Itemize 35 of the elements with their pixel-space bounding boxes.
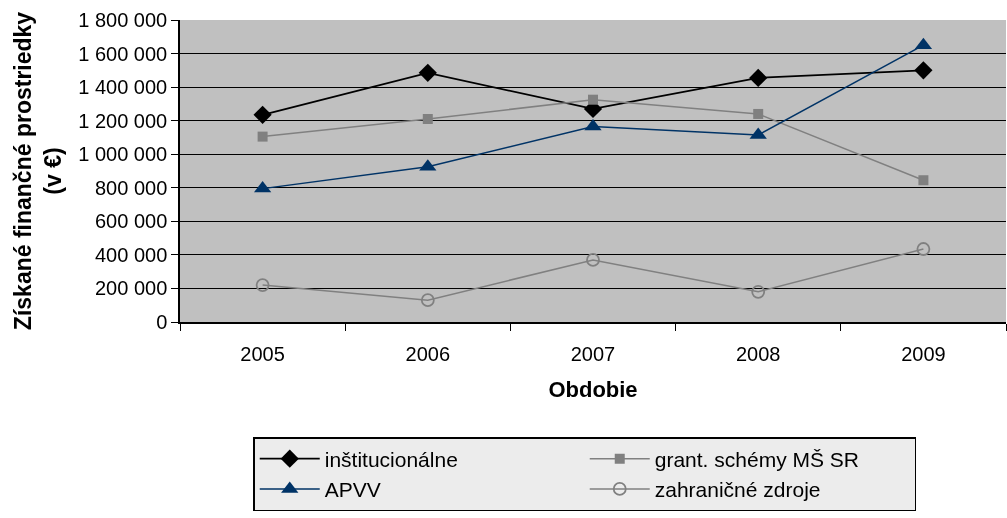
x-tick-label: 2007 (570, 342, 616, 365)
y-tick-label: 400 000 (94, 243, 168, 266)
y-axis-title: Získané finančné prostriedky (v €) (10, 11, 67, 331)
y-tick-label: 1 600 000 (78, 42, 168, 65)
point (753, 108, 764, 119)
x-tick-label: 2009 (901, 342, 946, 365)
y-tick-label: 1 000 000 (78, 143, 168, 166)
point (253, 105, 272, 124)
legend-label: inštitucionálne (324, 447, 458, 471)
x-tick-label: 2008 (735, 342, 781, 365)
point (586, 253, 600, 267)
point (588, 94, 598, 105)
x-axis-title: Obdobie (548, 377, 638, 403)
legend-label: zahraničné zdroje (654, 478, 821, 502)
point (420, 293, 435, 308)
point (422, 113, 433, 124)
y-tick-label: 800 000 (94, 176, 168, 199)
y-tick-label: 200 000 (94, 277, 168, 300)
y-tick-label: 0 (156, 311, 168, 333)
point (257, 131, 268, 142)
legend-label: APVV (324, 478, 381, 502)
point (418, 63, 437, 82)
y-tick-label: 1 200 000 (78, 109, 168, 132)
x-tick-label: 2005 (240, 342, 285, 365)
point (918, 175, 929, 186)
x-tick-label: 2006 (405, 342, 451, 365)
point (914, 61, 933, 80)
y-tick-label: 600 000 (94, 210, 168, 233)
y-tick-label: 1 400 000 (78, 76, 168, 99)
point (916, 242, 931, 256)
legend-label: grant. schémy MŠ SR (654, 447, 859, 471)
point (751, 284, 766, 299)
point (749, 68, 768, 87)
y-tick-label: 1 800 000 (78, 9, 168, 31)
point (255, 278, 270, 292)
